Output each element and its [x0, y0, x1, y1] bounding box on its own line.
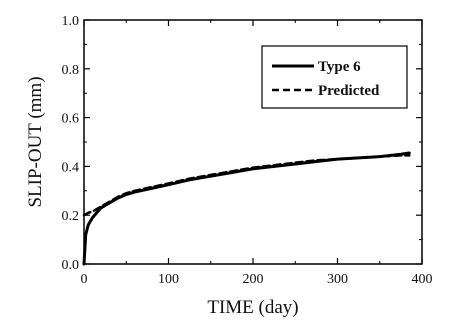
legend-box	[261, 45, 408, 109]
legend-label-type-6: Type 6	[318, 59, 361, 75]
series	[82, 151, 411, 266]
y-tick-label: 0.6	[62, 112, 80, 127]
x-tick-label: 300	[327, 272, 348, 287]
x-axis-title: TIME (day)	[207, 297, 298, 318]
series-line-predicted	[82, 154, 411, 217]
x-tick-label: 200	[243, 272, 264, 287]
ticks: 0 100 200 300 400 0.0 0.2 0.4 0.6 0.8 1.0	[62, 14, 433, 287]
y-tick-label: 0.4	[62, 160, 80, 175]
y-tick-label: 0.0	[62, 258, 80, 273]
y-tick-label: 1.0	[62, 14, 80, 29]
y-tick-label: 0.2	[62, 209, 80, 224]
x-tick-label: 400	[412, 272, 433, 287]
x-tick-label: 100	[158, 272, 179, 287]
legend-label-predicted: Predicted	[318, 83, 380, 99]
x-tick-label: 0	[81, 272, 88, 287]
legend: Type 6 Predicted	[261, 45, 408, 109]
y-tick-label: 0.8	[62, 63, 80, 78]
y-axis-title: SLIP-OUT (mm)	[25, 76, 46, 207]
